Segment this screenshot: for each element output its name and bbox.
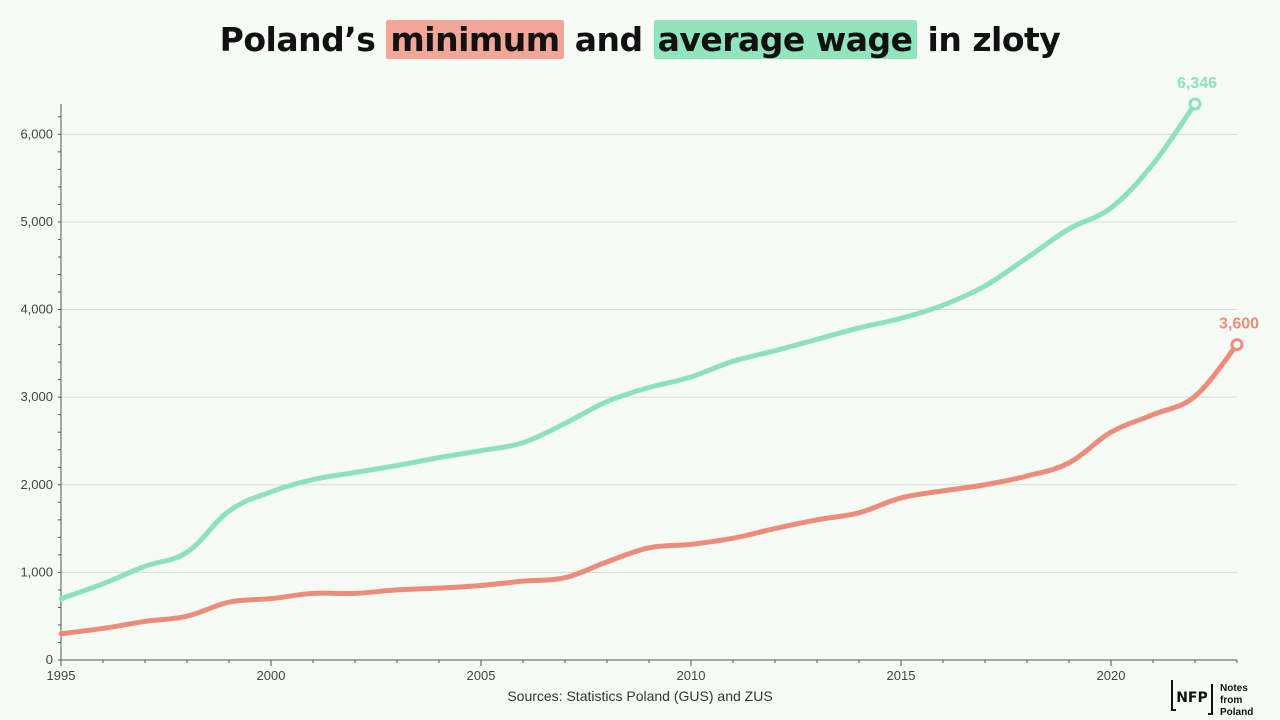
end-label-average-wage: 6,346 xyxy=(1177,75,1217,92)
y-tick-label: 5,000 xyxy=(20,214,53,229)
title-highlight-minimum: minimum xyxy=(386,20,564,59)
x-tick-label: 2020 xyxy=(1097,668,1126,683)
x-tick-label: 2010 xyxy=(677,668,706,683)
y-tick-label: 0 xyxy=(46,652,53,667)
source-note: Sources: Statistics Poland (GUS) and ZUS xyxy=(507,688,773,704)
series-line-average-wage xyxy=(58,101,1198,602)
title-suffix: in zloty xyxy=(927,20,1061,59)
y-tick-label: 6,000 xyxy=(20,126,53,141)
end-marker-average-wage xyxy=(1188,97,1202,111)
x-tick-label: 2015 xyxy=(887,668,916,683)
title-highlight-average: average wage xyxy=(653,20,917,59)
x-tick-label: 1995 xyxy=(47,668,76,683)
y-tick-label: 4,000 xyxy=(20,302,53,317)
x-tick-label: 2000 xyxy=(257,668,286,683)
y-tick-label: 1,000 xyxy=(20,564,53,579)
nfp-logo: NFP Notes from Poland xyxy=(1170,676,1270,719)
end-label-minimum-wage: 3,600 xyxy=(1219,316,1259,333)
y-tick-label: 3,000 xyxy=(20,389,53,404)
y-tick-label: 2,000 xyxy=(20,477,53,492)
x-tick-label: 2005 xyxy=(467,668,496,683)
title-middle: and xyxy=(574,20,643,59)
logo-text: Notes from Poland xyxy=(1220,683,1270,719)
logo-mark-text: NFP xyxy=(1176,690,1208,706)
logo-line-1: Notes from xyxy=(1220,683,1248,706)
chart-title: Poland’s minimum and average wage in zlo… xyxy=(0,20,1280,59)
end-marker-minimum-wage xyxy=(1230,338,1244,352)
series-line-minimum-wage xyxy=(58,342,1240,637)
nfp-logo-icon: NFP xyxy=(1171,680,1213,715)
logo-line-2: Poland xyxy=(1220,707,1254,718)
title-prefix: Poland’s xyxy=(219,20,376,59)
